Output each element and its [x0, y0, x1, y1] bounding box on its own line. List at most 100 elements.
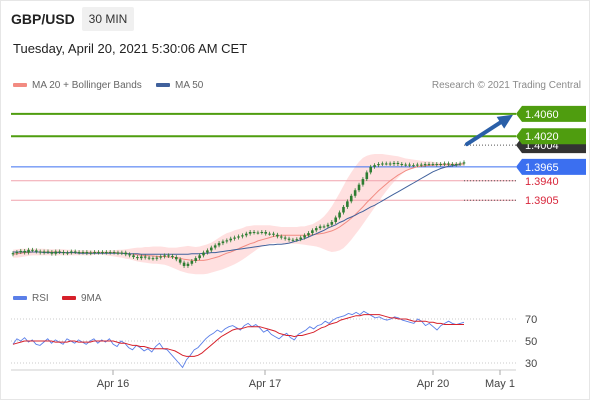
candle-body [93, 252, 96, 254]
level-target-1.4060-box [516, 105, 586, 122]
candle-body [105, 252, 108, 254]
candle-body [229, 238, 233, 241]
candle-body [451, 164, 454, 166]
legend-9ma-swatch [62, 296, 76, 301]
level-target-1.4020-box [516, 128, 586, 145]
rsi-tick-label: 30 [525, 358, 537, 370]
candle-body [120, 252, 124, 254]
candle-body [178, 259, 182, 263]
candle-body [155, 257, 159, 259]
candle-body [458, 163, 462, 165]
candle-body [260, 231, 264, 233]
candle-body [357, 184, 361, 191]
candle-body [361, 179, 365, 185]
candle-body [167, 255, 170, 257]
candle-body [182, 262, 186, 266]
candle-body [132, 255, 135, 258]
candle-body [381, 163, 384, 165]
candle-body [19, 250, 23, 253]
candle-body [447, 163, 450, 165]
level-pivot-1.3965: 1.3965 [516, 158, 586, 175]
candle-body [318, 226, 322, 229]
legend-9ma-label: 9MA [81, 293, 102, 304]
candle-body [42, 251, 46, 253]
candle-body [443, 163, 446, 165]
candle-body [369, 166, 372, 173]
candle-body [89, 252, 93, 254]
candle-body [171, 255, 174, 258]
candle-body [217, 243, 221, 246]
candle-body [353, 190, 357, 196]
ma50-line [13, 164, 461, 255]
legend-bb: MA 20 + Bollinger Bands [13, 80, 142, 91]
candle-body [400, 164, 404, 166]
candle-body [291, 239, 295, 241]
level-target-1.4020: 1.4020 [516, 128, 586, 145]
candle-body [128, 254, 131, 256]
candle-body [303, 235, 306, 238]
candle-body [241, 235, 244, 237]
candle-body [248, 231, 252, 234]
candle-body [237, 236, 240, 238]
timeframe-button[interactable]: 30 MIN [82, 7, 134, 31]
datetime-label: Tuesday, April 20, 2021 5:30:06 AM CET [13, 41, 248, 56]
candles-group [11, 160, 466, 268]
legend-rsi-label: RSI [32, 293, 49, 304]
candle-body [338, 212, 341, 218]
rsi-tick-label: 50 [525, 336, 537, 348]
candle-body [85, 252, 89, 254]
candle-body [108, 252, 112, 254]
candle-body [31, 249, 34, 251]
x-tick-label: Apr 16 [97, 378, 129, 390]
x-tick-label: Apr 20 [417, 378, 449, 390]
bollinger-band-area [13, 154, 464, 275]
candle-body [147, 257, 151, 259]
rsi-tick-label: 70 [525, 314, 537, 326]
candle-body [272, 233, 275, 235]
candle-body [159, 256, 163, 258]
candle-body [46, 251, 50, 253]
candle-body [62, 252, 65, 254]
candle-body [419, 164, 423, 166]
legend-ma50-swatch [156, 83, 170, 88]
candle-body [112, 252, 116, 254]
pair-title: GBP/USD [11, 11, 75, 27]
candle-body [81, 252, 85, 254]
candle-body [408, 164, 411, 166]
legend-rsi: RSI [13, 293, 49, 304]
candle-body [163, 255, 166, 257]
candle-body [206, 250, 209, 253]
candle-body [27, 249, 30, 253]
level-support-1.3940: 1.3940 [525, 176, 559, 188]
candle-body [423, 164, 427, 166]
rsi-series-9ma [12, 314, 464, 357]
candle-body [244, 233, 248, 236]
candle-body [276, 234, 279, 237]
candle-body [427, 164, 431, 166]
candle-body [334, 217, 337, 222]
candle-body [295, 239, 299, 241]
candle-body [454, 164, 458, 166]
legend-9ma: 9MA [62, 293, 102, 304]
candle-body [392, 162, 396, 165]
candle-body [346, 201, 349, 207]
legend-bb-label: MA 20 + Bollinger Bands [32, 80, 142, 91]
candle-body [342, 206, 345, 213]
candle-body [311, 230, 314, 234]
candle-body [221, 241, 225, 244]
candle-body [73, 251, 77, 253]
level-target-1.4060: 1.4060 [516, 105, 586, 122]
level-pivot-1.3965-text: 1.3965 [525, 162, 559, 174]
candle-body [209, 247, 213, 251]
rsi-series-rsi [12, 310, 465, 369]
level-support-1.3905-text: 1.3905 [525, 195, 559, 207]
candle-body [151, 258, 155, 260]
candle-body [140, 256, 143, 259]
candle-body [435, 164, 439, 166]
candle-body [279, 236, 283, 238]
candle-body [412, 165, 415, 167]
candle-body [377, 164, 380, 166]
level-target-1.4060-text: 1.4060 [525, 109, 559, 121]
forecast-arrow-shaft [465, 119, 504, 147]
